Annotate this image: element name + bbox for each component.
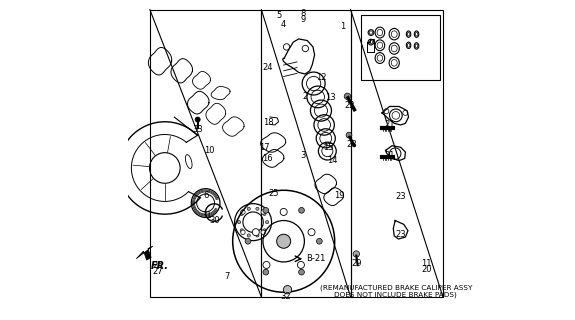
Text: 23: 23 — [396, 192, 407, 201]
Text: 6: 6 — [203, 190, 208, 200]
Circle shape — [263, 269, 269, 275]
Circle shape — [384, 109, 389, 114]
Text: B-21: B-21 — [306, 254, 325, 263]
Text: 26: 26 — [152, 261, 163, 270]
Circle shape — [256, 234, 259, 237]
Circle shape — [195, 117, 200, 122]
Text: 14: 14 — [327, 156, 338, 164]
Text: 31: 31 — [202, 211, 212, 220]
Text: 32: 32 — [280, 292, 291, 301]
Text: 12: 12 — [316, 73, 327, 82]
Text: FR.: FR. — [151, 261, 169, 271]
Circle shape — [261, 210, 266, 214]
Circle shape — [240, 229, 243, 232]
Bar — [262, 10, 351, 297]
Text: 33: 33 — [192, 125, 203, 134]
Text: 24: 24 — [262, 63, 273, 72]
Circle shape — [353, 251, 359, 257]
Text: DOES NOT INCLUDE BRAKE PADS): DOES NOT INCLUDE BRAKE PADS) — [335, 292, 457, 298]
Circle shape — [263, 261, 270, 268]
Circle shape — [252, 229, 259, 236]
Text: 21: 21 — [384, 120, 394, 130]
Circle shape — [261, 230, 266, 235]
Circle shape — [297, 261, 304, 268]
Circle shape — [344, 93, 351, 100]
Circle shape — [346, 132, 352, 138]
Text: 16: 16 — [262, 154, 273, 163]
Text: 22: 22 — [344, 101, 355, 110]
Text: 15: 15 — [323, 143, 334, 152]
Circle shape — [283, 285, 292, 294]
Circle shape — [280, 208, 287, 215]
Circle shape — [308, 229, 315, 236]
Circle shape — [298, 207, 304, 213]
Bar — [361, 15, 440, 80]
Text: 25: 25 — [269, 189, 279, 198]
Circle shape — [283, 44, 290, 50]
Text: 19: 19 — [334, 190, 344, 200]
Circle shape — [240, 212, 243, 215]
Bar — [351, 10, 443, 297]
Text: 21: 21 — [384, 151, 394, 160]
Text: 11: 11 — [421, 259, 432, 268]
Text: 20: 20 — [421, 265, 432, 275]
Circle shape — [277, 234, 291, 248]
Text: 9: 9 — [300, 15, 305, 24]
Bar — [150, 10, 262, 297]
Text: 23: 23 — [396, 230, 407, 239]
Circle shape — [266, 220, 269, 224]
Circle shape — [298, 269, 304, 275]
Text: 2: 2 — [302, 92, 308, 101]
Text: (REMANUFACTURED BRAKE CALIPER ASSY: (REMANUFACTURED BRAKE CALIPER ASSY — [320, 284, 472, 291]
Text: 7: 7 — [224, 272, 229, 281]
Circle shape — [302, 45, 309, 52]
Circle shape — [247, 234, 250, 237]
Text: 17: 17 — [259, 143, 269, 152]
Text: 29: 29 — [351, 259, 362, 268]
Text: 4: 4 — [281, 20, 286, 29]
Text: 1: 1 — [340, 22, 346, 31]
Circle shape — [245, 238, 251, 244]
Circle shape — [263, 212, 266, 215]
Text: 30: 30 — [209, 216, 220, 225]
Text: 27: 27 — [152, 267, 163, 276]
Circle shape — [316, 238, 322, 244]
Circle shape — [403, 110, 408, 116]
Circle shape — [241, 230, 245, 235]
Circle shape — [241, 210, 245, 214]
Circle shape — [263, 229, 266, 232]
Text: 3: 3 — [300, 151, 305, 160]
Text: 5: 5 — [276, 11, 281, 20]
Circle shape — [256, 207, 259, 210]
Text: 28: 28 — [346, 140, 356, 149]
Circle shape — [237, 220, 241, 224]
Circle shape — [263, 207, 269, 213]
Text: 13: 13 — [325, 93, 336, 102]
Text: 8: 8 — [300, 9, 305, 18]
Polygon shape — [136, 246, 153, 260]
Text: 10: 10 — [204, 146, 214, 155]
Text: 18: 18 — [263, 118, 274, 127]
Circle shape — [247, 207, 250, 210]
